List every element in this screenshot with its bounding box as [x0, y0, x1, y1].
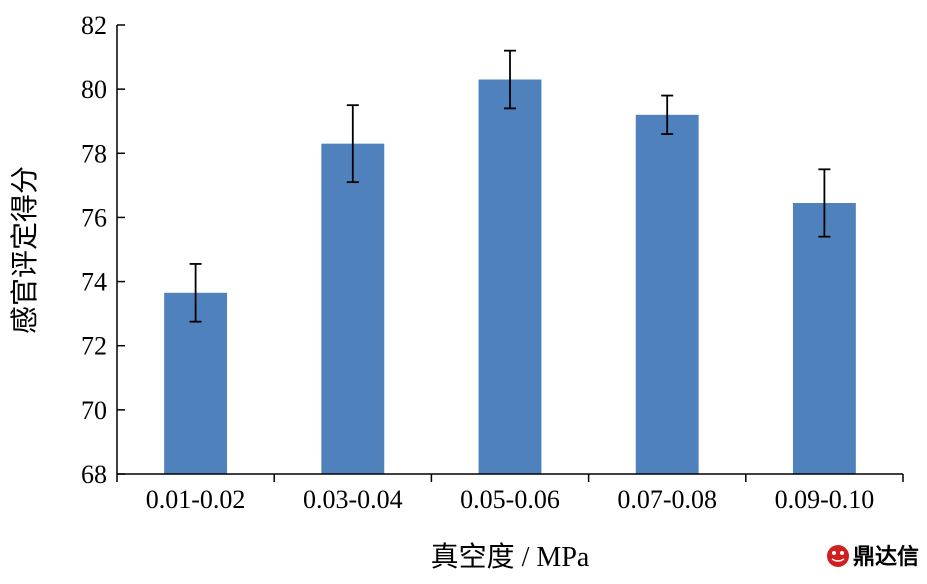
wechat-logo-icon: [827, 545, 849, 567]
y-tick-label: 78: [81, 139, 107, 168]
x-tick-label: 0.01-0.02: [146, 485, 246, 514]
x-axis-title: 真空度 / MPa: [431, 541, 590, 573]
x-tick-label: 0.09-0.10: [775, 485, 875, 514]
bars-layer: [164, 79, 856, 475]
y-tick-label: 72: [81, 332, 107, 361]
y-tick-label: 68: [81, 460, 107, 489]
bar: [164, 292, 228, 474]
y-tick-label: 74: [81, 268, 107, 297]
watermark: 鼎达信: [827, 544, 919, 570]
bar: [321, 143, 385, 474]
error-bars-layer: [189, 49, 831, 323]
x-tick-label: 0.05-0.06: [460, 485, 560, 514]
y-tick-label: 82: [81, 11, 107, 40]
error-bar: [818, 168, 831, 238]
x-axis-ticks: 0.01-0.02 0.03-0.04 0.05-0.06 0.07-0.08 0.09…: [116, 474, 904, 514]
y-tick-label: 76: [81, 203, 107, 232]
error-bar: [346, 104, 359, 184]
error-bar: [661, 94, 674, 135]
y-tick-label: 70: [81, 396, 107, 425]
bar: [478, 79, 542, 475]
x-tick-label: 0.03-0.04: [303, 485, 403, 514]
error-bar: [504, 49, 516, 110]
x-tick-label: 0.07-0.08: [617, 485, 717, 514]
y-axis-ticks: 68 70 72 74 76 78 80 82: [81, 11, 125, 489]
bar: [635, 114, 699, 475]
bar: [792, 202, 856, 474]
watermark-text: 鼎达信: [853, 544, 919, 570]
y-axis-title: 感官评定得分: [9, 166, 41, 334]
y-tick-label: 80: [81, 75, 107, 104]
error-bar: [189, 263, 202, 323]
